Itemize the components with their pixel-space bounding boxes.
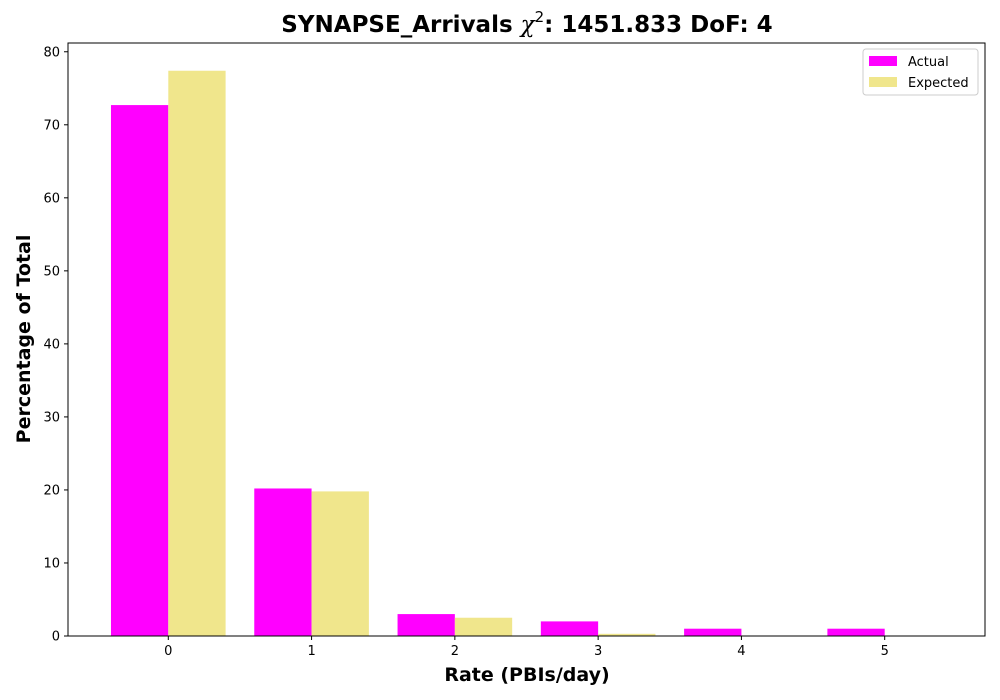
bar-actual-0 — [110, 105, 169, 636]
x-tick-label: 0 — [164, 644, 172, 659]
legend: Actual Expected — [862, 48, 979, 96]
y-tick-label: 50 — [43, 264, 60, 279]
x-tick-label: 4 — [737, 644, 745, 659]
x-tick-label: 2 — [451, 644, 459, 659]
chart-title: SYNAPSE_Arrivals χ2: 1451.833 DoF: 4 — [281, 8, 772, 38]
legend-swatch-actual — [869, 56, 897, 66]
bar-expected-0 — [168, 70, 226, 636]
bar-actual-1 — [254, 488, 312, 636]
legend-label-actual: Actual — [908, 55, 949, 70]
plot-frame — [67, 42, 986, 637]
bar-actual-5 — [827, 628, 885, 636]
axes-layer: 0 10 20 30 40 50 60 70 80 0 1 2 3 4 5 — [43, 42, 986, 659]
bars-layer — [110, 70, 885, 636]
x-axis-label: Rate (PBIs/day) — [444, 664, 609, 686]
y-tick-label: 40 — [43, 337, 60, 352]
y-axis-label: Percentage of Total — [13, 235, 35, 444]
y-tick-label: 60 — [43, 191, 60, 206]
bar-expected-1 — [311, 491, 369, 636]
bar-expected-2 — [454, 617, 513, 636]
y-tick-label: 0 — [52, 630, 60, 645]
chart-title-symbol: χ — [519, 12, 537, 38]
bar-actual-2 — [397, 614, 455, 636]
y-tick-label: 80 — [43, 45, 60, 60]
y-tick-label: 30 — [43, 410, 60, 425]
legend-label-expected: Expected — [908, 76, 969, 91]
x-tick-label: 3 — [594, 644, 602, 659]
bar-actual-3 — [540, 621, 599, 636]
y-tick-label: 20 — [43, 483, 60, 498]
chart-title-superscript: 2 — [535, 8, 545, 26]
y-tick-label: 10 — [43, 556, 60, 571]
legend-swatch-expected — [869, 77, 897, 87]
chart-title-suffix: : 1451.833 DoF: 4 — [544, 12, 773, 38]
x-tick-label: 1 — [307, 644, 315, 659]
chart-title-prefix: SYNAPSE_Arrivals — [281, 12, 520, 38]
bar-actual-4 — [684, 628, 742, 636]
bar-expected-3 — [598, 633, 656, 636]
x-tick-label: 5 — [881, 644, 889, 659]
y-tick-label: 70 — [43, 118, 60, 133]
